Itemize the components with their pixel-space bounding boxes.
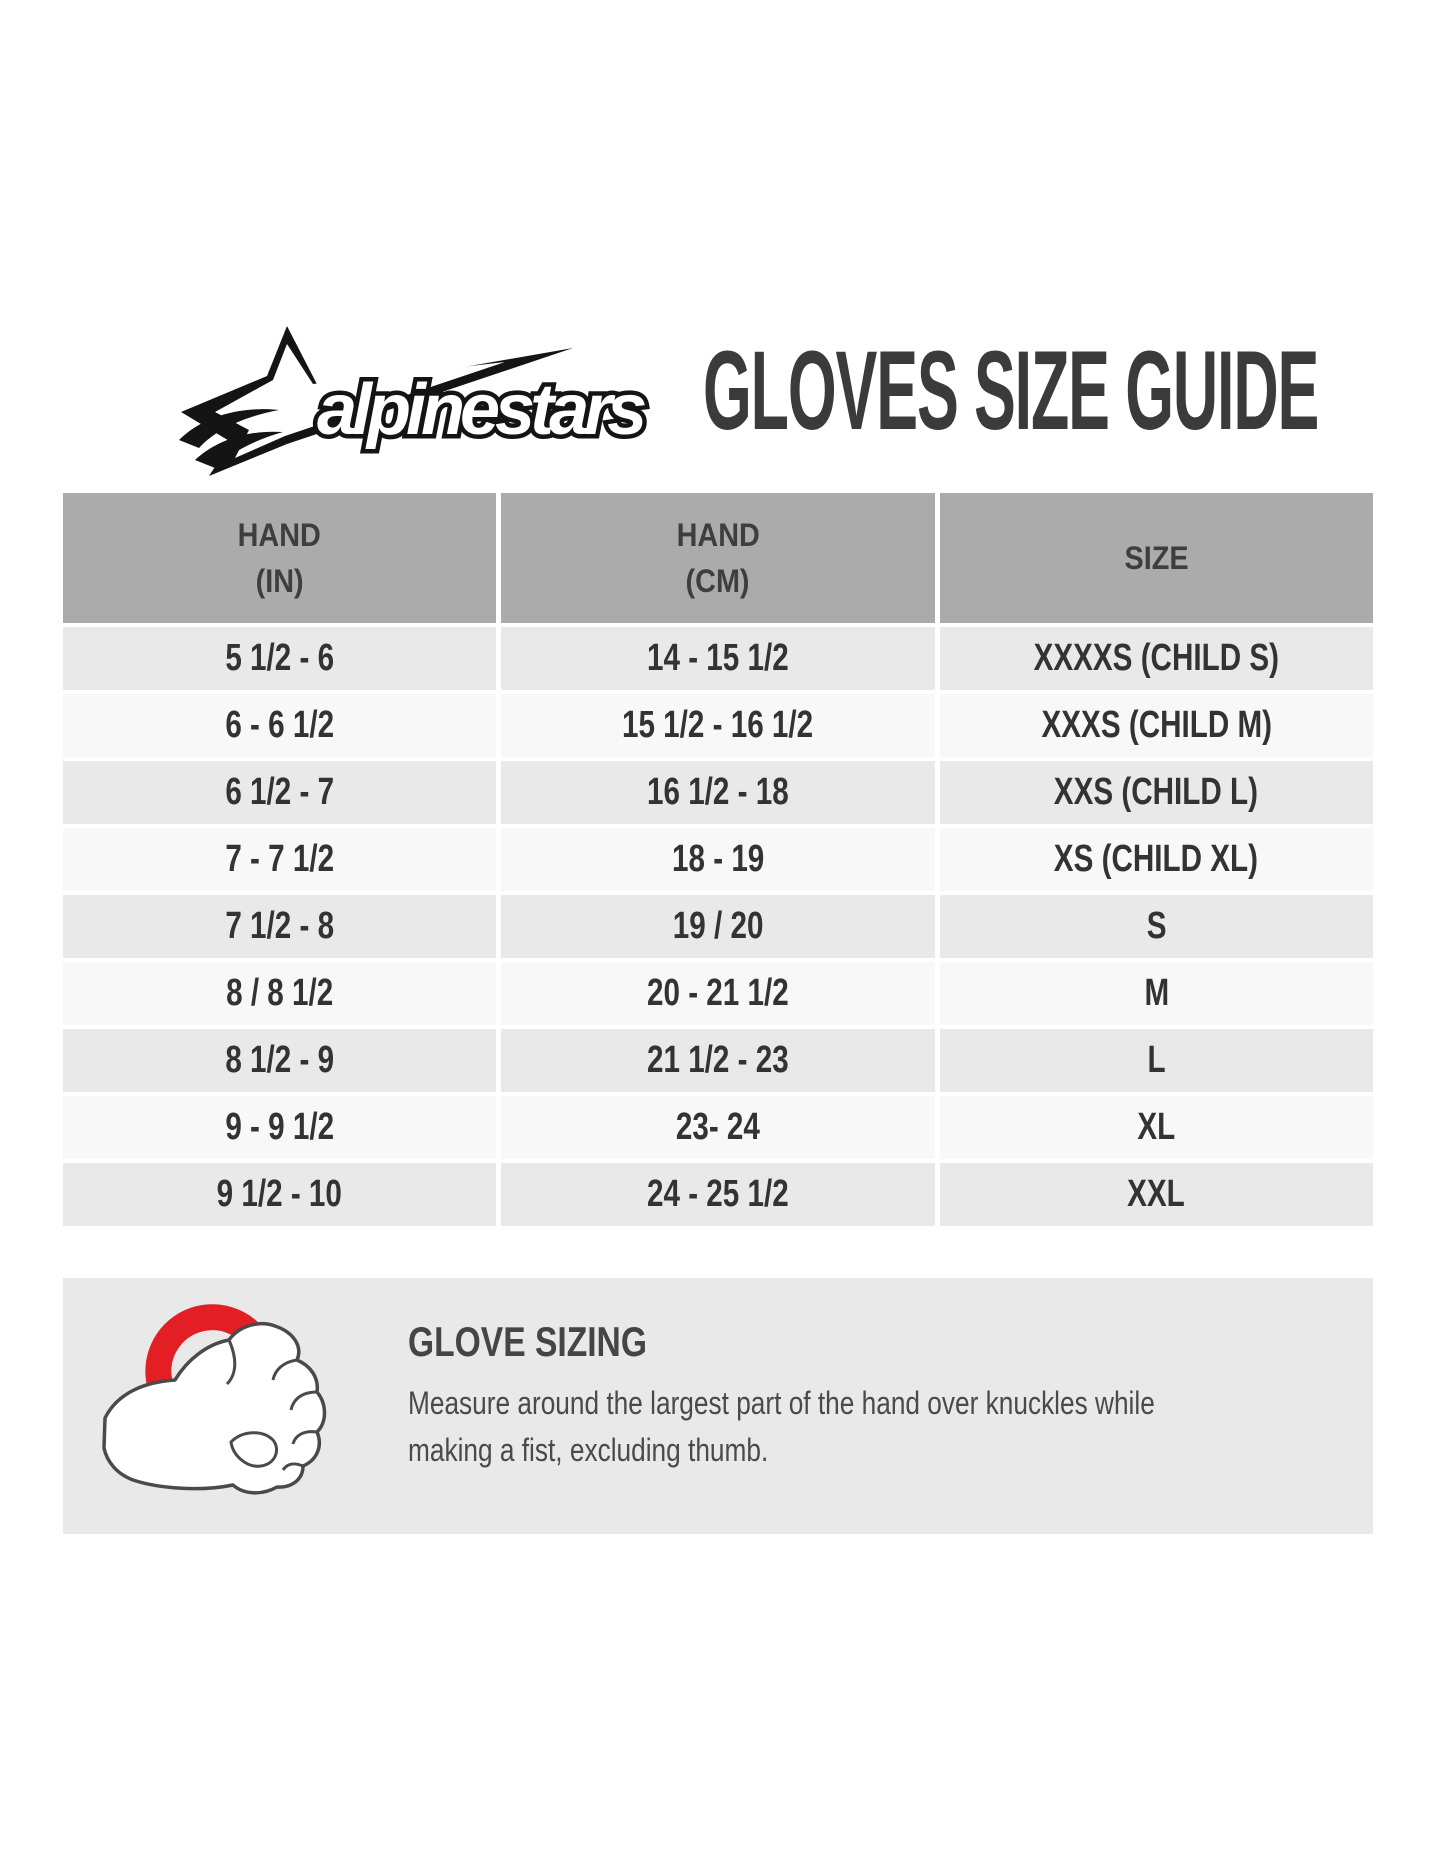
- cell-hand-in: 9 - 9 1/2: [63, 1096, 497, 1159]
- cell-size: S: [939, 895, 1373, 958]
- cell-size: XXS (CHILD L): [939, 761, 1373, 824]
- cell-size: XXXS (CHILD M): [939, 694, 1373, 757]
- glove-sizing-panel: GLOVE SIZING Measure around the largest …: [63, 1278, 1373, 1534]
- brand-wordmark: alpinestars: [317, 370, 645, 450]
- cell-hand-cm: 21 1/2 - 23: [501, 1029, 935, 1092]
- cell-size: M: [939, 962, 1373, 1025]
- cell-hand-in: 7 - 7 1/2: [63, 828, 497, 891]
- cell-hand-cm: 20 - 21 1/2: [501, 962, 935, 1025]
- cell-hand-cm: 23- 24: [501, 1096, 935, 1159]
- cell-hand-cm: 24 - 25 1/2: [501, 1163, 935, 1226]
- cell-size: XS (CHILD XL): [939, 828, 1373, 891]
- size-table: HAND (IN) HAND (CM) SIZE 5 1/2 - 6 14 - …: [63, 493, 1373, 1226]
- col-header-hand-cm: HAND (CM): [501, 493, 935, 623]
- alpinestars-logo: alpinestars: [179, 326, 655, 476]
- cell-size: XXXXS (CHILD S): [939, 627, 1373, 690]
- brand-star-icon: [179, 326, 573, 476]
- cell-hand-cm: 15 1/2 - 16 1/2: [501, 694, 935, 757]
- fist-measuring-tape-icon: [102, 1304, 327, 1495]
- cell-hand-cm: 14 - 15 1/2: [501, 627, 935, 690]
- cell-hand-cm: 19 / 20: [501, 895, 935, 958]
- cell-hand-in: 6 - 6 1/2: [63, 694, 497, 757]
- col-header-size: SIZE: [939, 493, 1373, 623]
- cell-size: XL: [939, 1096, 1373, 1159]
- page-title: GLOVES SIZE GUIDE: [703, 328, 1319, 453]
- cell-hand-in: 8 1/2 - 9: [63, 1029, 497, 1092]
- cell-size: XXL: [939, 1163, 1373, 1226]
- glove-sizing-description: Measure around the largest part of the h…: [408, 1385, 1155, 1468]
- cell-hand-in: 7 1/2 - 8: [63, 895, 497, 958]
- cell-hand-in: 5 1/2 - 6: [63, 627, 497, 690]
- col-header-hand-in: HAND (IN): [63, 493, 497, 623]
- cell-hand-in: 9 1/2 - 10: [63, 1163, 497, 1226]
- glove-sizing-title: GLOVE SIZING: [408, 1318, 647, 1365]
- cell-hand-cm: 18 - 19: [501, 828, 935, 891]
- cell-hand-cm: 16 1/2 - 18: [501, 761, 935, 824]
- cell-size: L: [939, 1029, 1373, 1092]
- cell-hand-in: 8 / 8 1/2: [63, 962, 497, 1025]
- cell-hand-in: 6 1/2 - 7: [63, 761, 497, 824]
